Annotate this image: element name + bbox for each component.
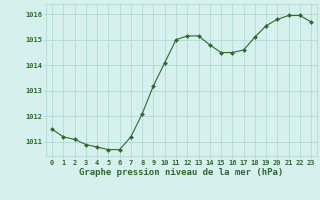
X-axis label: Graphe pression niveau de la mer (hPa): Graphe pression niveau de la mer (hPa) xyxy=(79,168,284,177)
